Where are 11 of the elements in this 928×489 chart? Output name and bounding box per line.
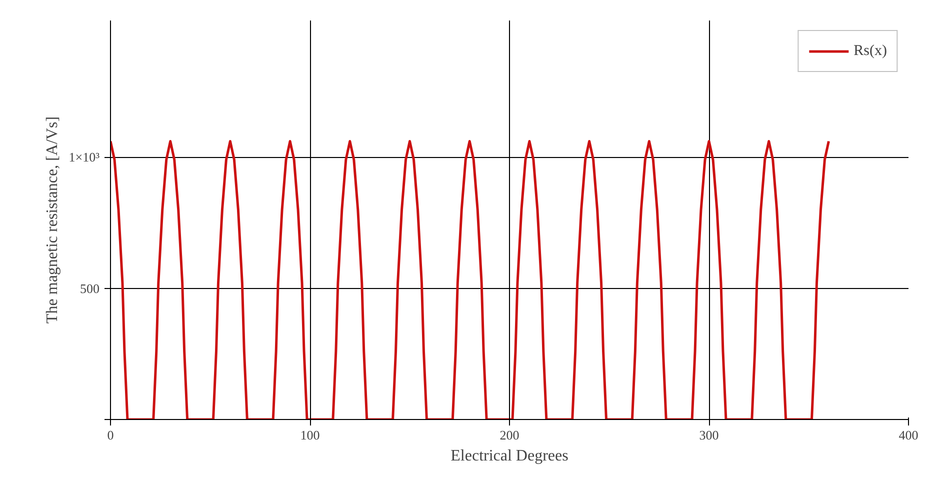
x-tick-label: 300 xyxy=(699,428,719,442)
x-tick-label: 400 xyxy=(898,428,918,442)
x-tick-label: 0 xyxy=(107,428,114,442)
x-axis-title: Electrical Degrees xyxy=(450,448,568,464)
y-tick-label: 1×10³ xyxy=(68,150,100,164)
legend-label: Rs(x) xyxy=(854,42,887,60)
line-series xyxy=(110,140,830,420)
x-tick-label: 200 xyxy=(500,428,520,442)
y-axis-title: The magnetic resistance, [A/Vs] xyxy=(44,116,61,324)
x-tick-label: 100 xyxy=(300,428,320,442)
y-tick-label: 500 xyxy=(80,280,100,296)
